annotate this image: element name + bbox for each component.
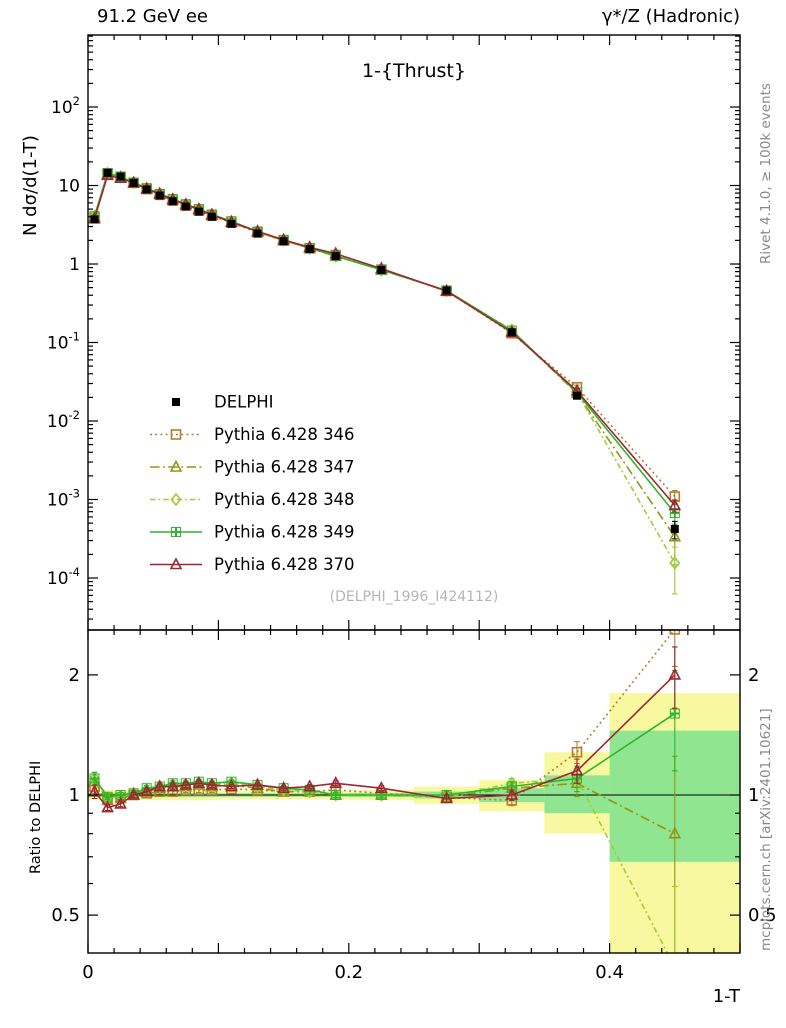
- legend-label: Pythia 6.428 370: [214, 555, 355, 574]
- x-axis-label: 1-T: [712, 986, 740, 1007]
- axis-ticks-and-labels: 0 0.2 0.4 10-4 10-3 10-2 10-1 1 10 102 0.5 0.5 1 1 2 2: [47, 35, 777, 983]
- svg-text:10-3: 10-3: [47, 487, 80, 511]
- svg-text:10-2: 10-2: [47, 408, 80, 432]
- svg-text:10-1: 10-1: [47, 330, 80, 354]
- mcplots-citation-note: mcplots.cern.ch [arXiv:2401.10621]: [758, 708, 774, 951]
- legend-item-pythia-6-428-348: Pythia 6.428 348: [150, 490, 355, 509]
- series-pythia-6-428-348: [88, 166, 681, 595]
- header-process-label: γ*/Z (Hadronic): [601, 6, 740, 27]
- svg-text:2: 2: [69, 665, 80, 686]
- svg-text:102: 102: [51, 94, 80, 118]
- legend-label: DELPHI: [214, 393, 274, 412]
- ratio-pythia-6-428-348: [88, 765, 678, 953]
- legend-item-delphi: DELPHI: [172, 393, 274, 412]
- ratio-uncertainty-bands: [88, 693, 740, 953]
- svg-text:0.4: 0.4: [595, 962, 624, 983]
- panel-frames: [87, 34, 741, 954]
- svg-text:0.5: 0.5: [748, 905, 777, 926]
- rivet-version-note: Rivet 4.1.0, ≥ 100k events: [758, 83, 774, 264]
- svg-text:10: 10: [58, 177, 80, 197]
- ratio-panel-series: [88, 630, 682, 953]
- svg-text:0: 0: [82, 962, 93, 983]
- series-delphi-data: [90, 168, 679, 540]
- legend-item-pythia-6-428-346: Pythia 6.428 346: [150, 425, 355, 444]
- main-panel-series: [88, 166, 682, 595]
- svg-text:0.2: 0.2: [334, 962, 363, 983]
- series-line: [93, 172, 676, 538]
- series-line: [93, 174, 676, 506]
- header-beam-label: 91.2 GeV ee: [97, 6, 209, 27]
- legend-label: Pythia 6.428 346: [214, 425, 355, 444]
- series-pythia-6-428-346: [89, 168, 681, 505]
- svg-text:2: 2: [748, 665, 759, 686]
- series-line: [93, 172, 676, 498]
- y-axis-label-main: N dσ/d(1-T): [20, 135, 41, 236]
- legend-label: Pythia 6.428 348: [214, 490, 355, 509]
- legend-label: Pythia 6.428 347: [214, 458, 355, 477]
- svg-text:1: 1: [748, 785, 759, 806]
- series-line: [93, 172, 676, 514]
- series-pythia-6-428-370: [88, 168, 682, 513]
- svg-text:1: 1: [69, 255, 80, 275]
- y-axis-label-ratio: Ratio to DELPHI: [28, 760, 44, 874]
- legend: DELPHI Pythia 6.428 346 Pythia 6.428 347 Py…: [150, 393, 355, 574]
- series-pythia-6-428-347: [88, 166, 682, 566]
- svg-text:0.5: 0.5: [51, 905, 80, 926]
- svg-text:1: 1: [69, 785, 80, 806]
- plot-title: 1-{Thrust}: [362, 60, 466, 82]
- watermark-analysis-id: (DELPHI_1996_I424112): [329, 589, 499, 605]
- legend-label: Pythia 6.428 349: [214, 523, 355, 542]
- svg-text:10-4: 10-4: [47, 565, 80, 589]
- series-line: [93, 172, 676, 564]
- legend-item-pythia-6-428-347: Pythia 6.428 347: [150, 458, 355, 477]
- legend-item-pythia-6-428-349: Pythia 6.428 349: [150, 523, 355, 542]
- legend-item-pythia-6-428-370: Pythia 6.428 370: [150, 555, 355, 574]
